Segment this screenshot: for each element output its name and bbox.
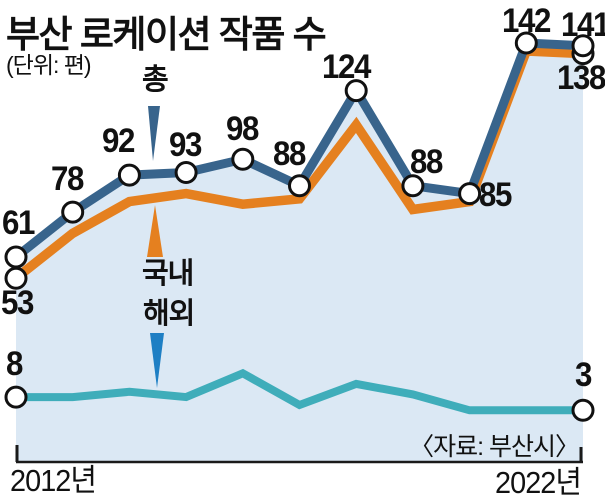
value-label-total-2013: 78 — [51, 160, 84, 198]
value-label-overseas-2022: 3 — [575, 356, 592, 394]
x-axis-label-2022: 2022년 — [495, 465, 582, 500]
marker-overseas-2022 — [571, 398, 595, 422]
page-title: 부산 로케이션 작품 수 — [6, 14, 327, 55]
value-label-overseas-2012: 8 — [6, 345, 23, 383]
marker-overseas-2012 — [4, 385, 28, 409]
marker-total-2020 — [458, 182, 482, 206]
value-label-domestic-2012: 53 — [1, 284, 34, 322]
marker-total-2015 — [174, 161, 198, 184]
value-label-total-2018: 124 — [322, 48, 371, 86]
legend-overseas-label: 해외 — [143, 298, 195, 330]
value-label-total-2019: 88 — [410, 143, 443, 181]
marker-total-2022 — [571, 34, 595, 58]
marker-total-2014 — [117, 163, 141, 187]
value-label-domestic-2022: 138 — [557, 59, 605, 97]
value-label-total-2015: 93 — [169, 126, 202, 164]
marker-total-2017 — [288, 174, 311, 198]
marker-total-2018 — [344, 79, 368, 103]
domestic-callout-pointer — [147, 205, 163, 257]
source-note: 〈자료: 부산시〉 — [409, 433, 580, 461]
marker-total-2021 — [514, 31, 538, 55]
unit-note: (단위: 편) — [6, 52, 92, 78]
value-label-total-2017: 88 — [273, 135, 306, 173]
legend-domestic-label: 국내 — [142, 258, 194, 290]
value-label-total-2021: 142 — [502, 2, 551, 40]
marker-total-2013 — [61, 200, 85, 224]
value-label-total-2022: 141 — [561, 6, 605, 44]
value-label-total-2016: 98 — [226, 110, 259, 148]
overseas-callout-pointer — [150, 333, 164, 388]
value-label-total-2020: 85 — [479, 176, 512, 214]
marker-total-2019 — [401, 174, 425, 198]
value-label-total-2012: 61 — [2, 204, 35, 242]
legend-total-label: 총 — [142, 64, 169, 96]
marker-total-2012 — [4, 245, 28, 269]
overseas-line — [16, 368, 583, 415]
total-callout-pointer — [148, 106, 160, 161]
x-axis-label-2012: 2012년 — [10, 463, 97, 498]
value-label-total-2014: 92 — [102, 122, 135, 160]
marker-total-2016 — [231, 147, 255, 171]
